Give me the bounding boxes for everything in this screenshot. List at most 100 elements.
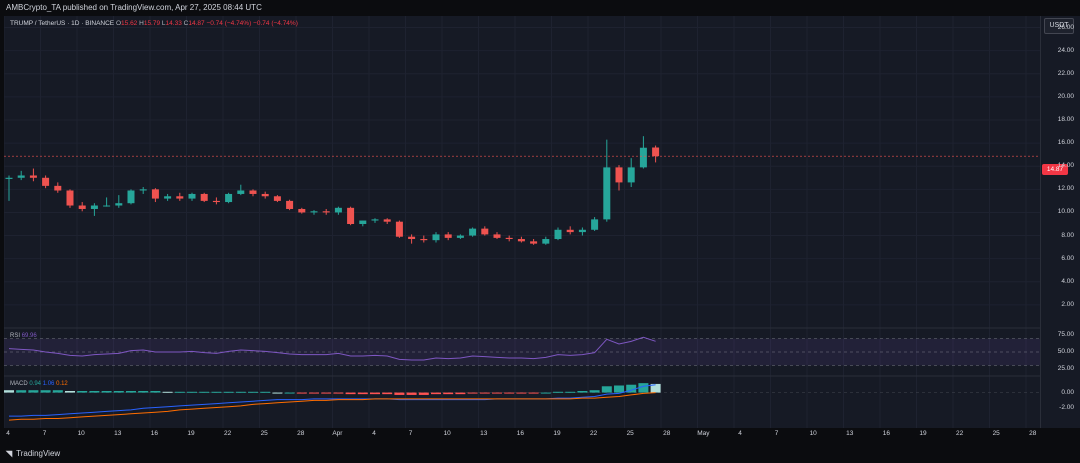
macd-bar [565,391,576,393]
candle [54,185,62,191]
macd-bar [284,392,295,394]
candle [578,229,586,233]
price-tick-label: 4.00 [1061,277,1074,285]
candle [359,220,367,224]
macd-bar [406,392,417,395]
price-scale[interactable] [1040,16,1080,428]
rsi-label[interactable]: RSI [10,333,21,339]
macd-bar [272,392,283,394]
candle [493,234,501,238]
price-tick-label: 26.00 [1057,23,1074,31]
price-tick-label: 2.00 [1061,300,1074,308]
price-tick-label: 16.00 [1057,139,1074,147]
tradingview-logo-icon[interactable]: ◥ [6,449,13,458]
candle [164,196,172,199]
symbol-name[interactable]: TRUMP / TetherUS · 1D · BINANCE [10,20,115,27]
time-tick-label: 4 [372,430,376,437]
time-tick-label: 4 [738,430,742,437]
macd-line-value: 1.06 [42,381,55,387]
candle [542,239,550,244]
candle [66,190,74,206]
rsi-value: 69.96 [21,333,37,339]
candle [212,200,220,203]
macd-bar [126,391,136,393]
rsi-tick-label: 50.00 [1057,348,1074,355]
time-tick-label: 28 [1029,430,1037,437]
rsi-tick-label: 25.00 [1057,364,1074,372]
macd-bar [357,392,368,395]
macd-bar [418,392,429,395]
time-tick-label: 22 [589,430,598,437]
macd-bar [650,383,661,393]
macd-bar [65,391,75,393]
macd-bar [40,390,51,393]
low-value: 14.33 [165,20,182,27]
candle [627,167,635,183]
currency-badge[interactable]: USDT [1044,18,1074,34]
high-value: 15.79 [143,20,161,27]
macd-bar [577,391,588,393]
time-tick-label: 16 [150,430,159,437]
macd-bar [321,392,332,394]
macd-bar [101,391,112,393]
candle [29,175,37,178]
macd-bar [443,392,454,395]
publish-text: AMBCrypto_TA published on TradingView.co… [6,3,262,12]
macd-bar [113,391,124,393]
time-tick-label: 19 [187,430,195,437]
time-tick-label: 22 [955,430,964,437]
macd-label[interactable]: MACD [10,381,28,387]
candle [383,219,391,222]
change-value-2: −0.74 (−4.74%) [253,20,298,27]
macd-hist-value: 0.94 [29,381,42,387]
candle [286,200,294,209]
candle [566,229,574,233]
candle [481,228,489,235]
rsi-line [8,336,656,361]
macd-bar [162,391,173,393]
chart-area[interactable] [4,16,1040,428]
time-tick-label: 7 [408,430,413,437]
macd-bar [601,386,612,393]
change-value: −0.74 (−4.74%) [206,20,252,27]
low-label: L [161,20,166,27]
candle [432,234,440,241]
time-tick-label: 19 [553,430,561,437]
candle [115,203,123,206]
candle [505,237,513,240]
close-value: 14.87 [188,20,205,27]
macd-bar [589,390,600,393]
macd-bar [394,392,405,395]
macd-bar [150,391,161,393]
price-tick-label: 20.00 [1057,92,1074,100]
candle [90,205,98,209]
footer-brand[interactable]: TradingView [16,449,61,458]
macd-bar [626,384,637,393]
signal-line [8,392,656,421]
time-tick-label: 7 [42,430,47,437]
macd-bar [16,390,27,393]
macd-bar [492,392,502,394]
rsi-legend: RSI 69.96 [10,333,37,339]
macd-bar [528,392,539,394]
macd-bar [638,383,649,393]
time-tick-label: 13 [480,430,488,437]
macd-bar [211,391,222,393]
candle [298,208,306,213]
candle [652,147,660,157]
time-tick-label: 13 [846,430,854,437]
candle [456,235,464,238]
macd-bar [248,391,258,393]
last-price-badge: 14.87 [1042,164,1068,175]
time-tick-label: 10 [809,430,817,437]
candle [395,221,403,237]
macd-bar [333,392,344,394]
macd-bar [199,391,210,393]
candle [261,193,269,197]
macd-bar [431,392,441,395]
macd-bar [235,391,246,393]
macd-bar [553,391,563,393]
time-tick-label: 16 [882,430,891,437]
time-tick-label: 25 [260,430,268,437]
candle [200,193,208,201]
